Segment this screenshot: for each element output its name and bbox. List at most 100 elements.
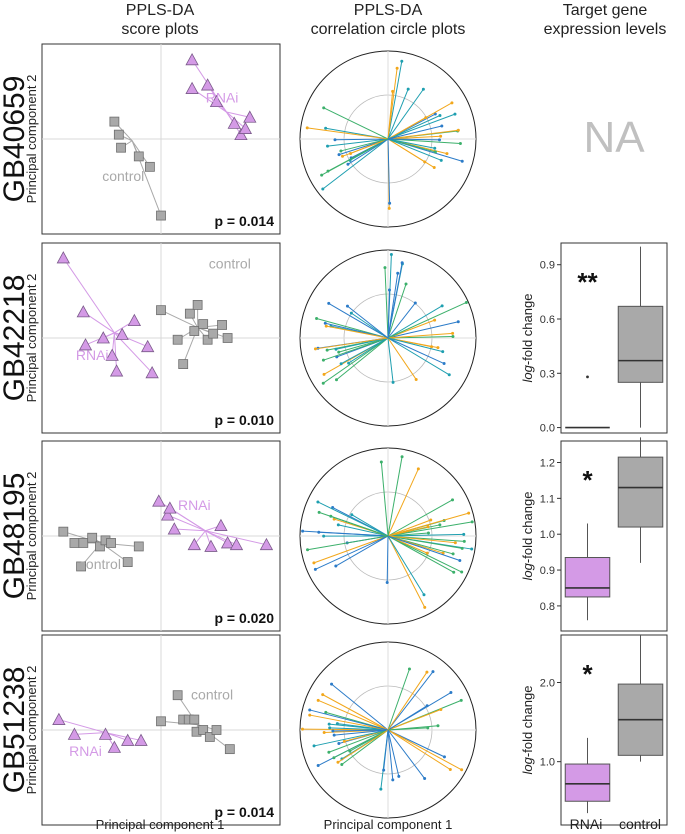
loading-tip xyxy=(449,691,453,695)
loading-tip xyxy=(451,331,455,335)
loading-vector xyxy=(387,337,417,380)
loading-vector xyxy=(309,714,389,731)
loading-tip xyxy=(433,112,437,116)
expr-y-axis-label: log-fold change xyxy=(520,492,535,581)
rnai-point xyxy=(78,338,93,351)
rnai-point xyxy=(107,740,122,753)
loading-vector xyxy=(383,729,389,771)
loading-tip xyxy=(340,763,344,767)
loading-vector xyxy=(387,337,443,353)
loading-tip xyxy=(332,733,336,737)
rnai-point xyxy=(200,78,215,91)
loading-tip xyxy=(385,581,389,585)
score-y-axis-label: Principal component 2 xyxy=(24,75,39,204)
control-point xyxy=(178,359,189,370)
loading-tip xyxy=(308,708,312,712)
control-point xyxy=(78,538,89,548)
loading-tip xyxy=(334,564,338,568)
rnai-point xyxy=(98,727,113,740)
loading-vector xyxy=(322,694,389,731)
rnai-spoke xyxy=(74,732,106,735)
loading-vector xyxy=(387,535,454,573)
loading-tip xyxy=(422,593,426,597)
expr-y-tick-label: 0.8 xyxy=(540,601,555,613)
loading-tip xyxy=(447,373,451,377)
loading-vector xyxy=(387,135,441,140)
loading-tip xyxy=(440,304,444,308)
loading-tip xyxy=(382,768,386,772)
p-value-label: p = 0.014 xyxy=(214,804,274,820)
loading-vector xyxy=(317,699,389,731)
loading-vector xyxy=(387,337,394,383)
loading-tip xyxy=(337,350,341,354)
loading-tip xyxy=(327,301,331,305)
loading-vector xyxy=(338,337,389,353)
loading-vector xyxy=(387,138,442,161)
loading-vector xyxy=(337,729,389,763)
rnai-point xyxy=(227,116,241,129)
loading-tip xyxy=(313,567,317,571)
loading-tip xyxy=(347,361,351,365)
loading-tip xyxy=(441,350,445,354)
loading-vector xyxy=(387,138,391,204)
rnai-point xyxy=(220,536,235,549)
loading-tip xyxy=(342,739,346,743)
loading-vector xyxy=(327,138,389,147)
loading-tip xyxy=(429,518,433,522)
loading-vector xyxy=(387,337,450,376)
loading-tip xyxy=(400,59,404,63)
rnai-point xyxy=(67,727,82,740)
p-value-label: p = 0.020 xyxy=(214,610,274,626)
loading-vector xyxy=(387,671,434,731)
loading-vector xyxy=(387,262,403,339)
loading-tip xyxy=(425,670,429,674)
expr-y-tick-label: 0.3 xyxy=(540,368,555,380)
control-point xyxy=(202,334,213,345)
loading-tip xyxy=(325,348,329,352)
rnai-spoke xyxy=(58,719,106,734)
loading-tip xyxy=(406,87,410,91)
control-group-label: control xyxy=(209,255,251,271)
rnai-point xyxy=(96,331,110,344)
loading-vector xyxy=(387,336,453,339)
loading-tip xyxy=(322,730,326,734)
loading-vector xyxy=(387,519,431,537)
loading-vector xyxy=(302,530,389,537)
loading-vector xyxy=(387,468,419,537)
loading-vector xyxy=(329,727,389,731)
expr-y-tick-label: 1.2 xyxy=(540,458,555,470)
loading-tip xyxy=(350,513,354,517)
expr-y-axis-label-log: log xyxy=(520,756,535,774)
loading-tip xyxy=(391,380,395,384)
loading-vector xyxy=(328,729,389,753)
loading-tip xyxy=(339,149,343,153)
loading-tip xyxy=(436,346,440,350)
loading-tip xyxy=(340,154,344,158)
rnai-point xyxy=(134,733,148,746)
loading-tip xyxy=(349,311,353,315)
expr-y-axis-label: log-fold change xyxy=(520,294,535,383)
loading-tip xyxy=(337,153,341,157)
loading-vector xyxy=(323,107,389,140)
loading-vector xyxy=(387,68,398,140)
loading-tip xyxy=(456,128,460,132)
rnai-spoke xyxy=(167,514,206,532)
loading-tip xyxy=(423,160,427,164)
control-point xyxy=(69,538,80,548)
loading-tip xyxy=(416,467,420,471)
rnai-spoke xyxy=(174,528,206,532)
control-point xyxy=(189,326,200,336)
loading-vector xyxy=(387,521,473,537)
loading-vector xyxy=(335,337,389,350)
p-value-label: p = 0.014 xyxy=(214,213,274,229)
loading-tip xyxy=(441,551,445,555)
loading-tip xyxy=(387,288,391,292)
loading-tip xyxy=(439,158,443,162)
significance-marker: * xyxy=(582,659,593,689)
loading-tip xyxy=(413,301,417,305)
loading-vector xyxy=(384,267,389,339)
rnai-point xyxy=(52,712,66,725)
loading-tip xyxy=(459,698,463,702)
loading-vector xyxy=(337,723,389,731)
